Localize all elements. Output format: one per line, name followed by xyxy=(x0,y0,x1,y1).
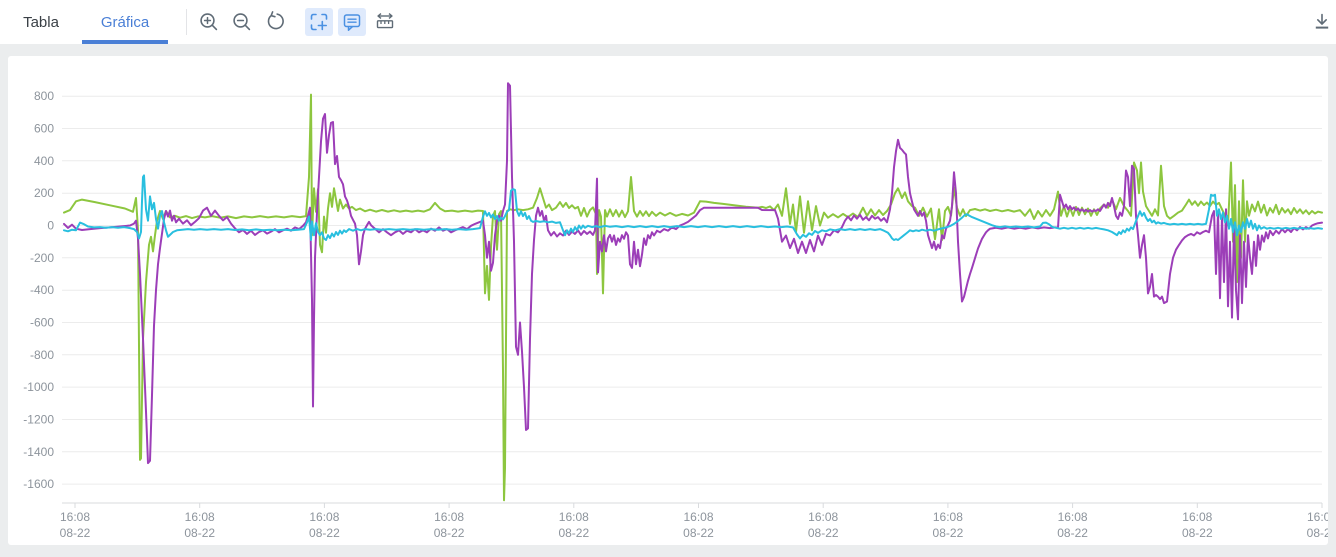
svg-text:-1000: -1000 xyxy=(23,380,54,394)
svg-text:-400: -400 xyxy=(30,283,54,297)
tab-grafica[interactable]: Gráfica xyxy=(82,0,168,44)
svg-text:-600: -600 xyxy=(30,316,54,330)
svg-text:16:08: 16:08 xyxy=(933,510,963,524)
svg-text:-200: -200 xyxy=(30,251,54,265)
reset-zoom-icon xyxy=(267,11,284,30)
toolbar-divider xyxy=(186,9,187,35)
zoom-out-icon xyxy=(233,13,251,31)
svg-text:08-22: 08-22 xyxy=(1182,526,1213,540)
svg-text:08-22: 08-22 xyxy=(184,526,215,540)
svg-text:08-22: 08-22 xyxy=(683,526,714,540)
annotation-button[interactable] xyxy=(338,8,366,36)
toolbar: Tabla Gráfica xyxy=(0,0,1336,44)
reset-zoom-button[interactable] xyxy=(261,8,289,36)
svg-text:400: 400 xyxy=(34,154,54,168)
svg-text:0: 0 xyxy=(47,219,54,233)
zoom-in-button[interactable] xyxy=(195,8,223,36)
zoom-in-icon xyxy=(200,13,218,31)
svg-text:08-22: 08-22 xyxy=(1057,526,1088,540)
svg-text:08-22: 08-22 xyxy=(434,526,465,540)
svg-text:600: 600 xyxy=(34,122,54,136)
svg-text:08-22: 08-22 xyxy=(1307,526,1328,540)
active-tab-underline xyxy=(82,40,168,44)
svg-text:16:08: 16:08 xyxy=(60,510,90,524)
svg-text:16:08: 16:08 xyxy=(808,510,838,524)
zoom-out-button[interactable] xyxy=(228,8,256,36)
tab-tabla[interactable]: Tabla xyxy=(0,0,82,44)
svg-text:16:08: 16:08 xyxy=(309,510,339,524)
chart-card: 800 600 400 200 0 -200 -400 -600 -800 -1000 -1200 -… xyxy=(8,56,1328,545)
download-icon xyxy=(1315,13,1329,29)
svg-text:-1400: -1400 xyxy=(23,445,54,459)
svg-text:08-22: 08-22 xyxy=(309,526,340,540)
tab-grafica-label: Gráfica xyxy=(100,13,150,31)
svg-text:16:08: 16:08 xyxy=(683,510,713,524)
svg-text:-800: -800 xyxy=(30,348,54,362)
svg-text:08-22: 08-22 xyxy=(933,526,964,540)
svg-text:-1200: -1200 xyxy=(23,413,54,427)
svg-text:16:08: 16:08 xyxy=(434,510,464,524)
svg-text:200: 200 xyxy=(34,186,54,200)
svg-text:16:08: 16:08 xyxy=(559,510,589,524)
series-purple xyxy=(63,82,1323,465)
line-chart[interactable]: 800 600 400 200 0 -200 -400 -600 -800 -1000 -1200 -… xyxy=(8,56,1328,545)
measure-ruler-icon xyxy=(376,13,394,29)
tab-tabla-label: Tabla xyxy=(23,13,59,31)
box-select-button[interactable] xyxy=(305,8,333,36)
box-select-icon xyxy=(310,13,328,31)
svg-text:16:08: 16:08 xyxy=(1307,510,1328,524)
svg-text:16:08: 16:08 xyxy=(1058,510,1088,524)
svg-text:16:08: 16:08 xyxy=(185,510,215,524)
svg-text:08-22: 08-22 xyxy=(60,526,91,540)
measure-button[interactable] xyxy=(371,8,399,36)
svg-text:800: 800 xyxy=(34,89,54,103)
svg-text:-1600: -1600 xyxy=(23,477,54,491)
series-green xyxy=(63,93,1323,502)
annotation-icon xyxy=(343,14,361,31)
svg-text:08-22: 08-22 xyxy=(808,526,839,540)
series-cyan xyxy=(63,174,1323,241)
svg-text:16:08: 16:08 xyxy=(1182,510,1212,524)
svg-text:08-22: 08-22 xyxy=(558,526,589,540)
download-button[interactable] xyxy=(1308,8,1336,36)
